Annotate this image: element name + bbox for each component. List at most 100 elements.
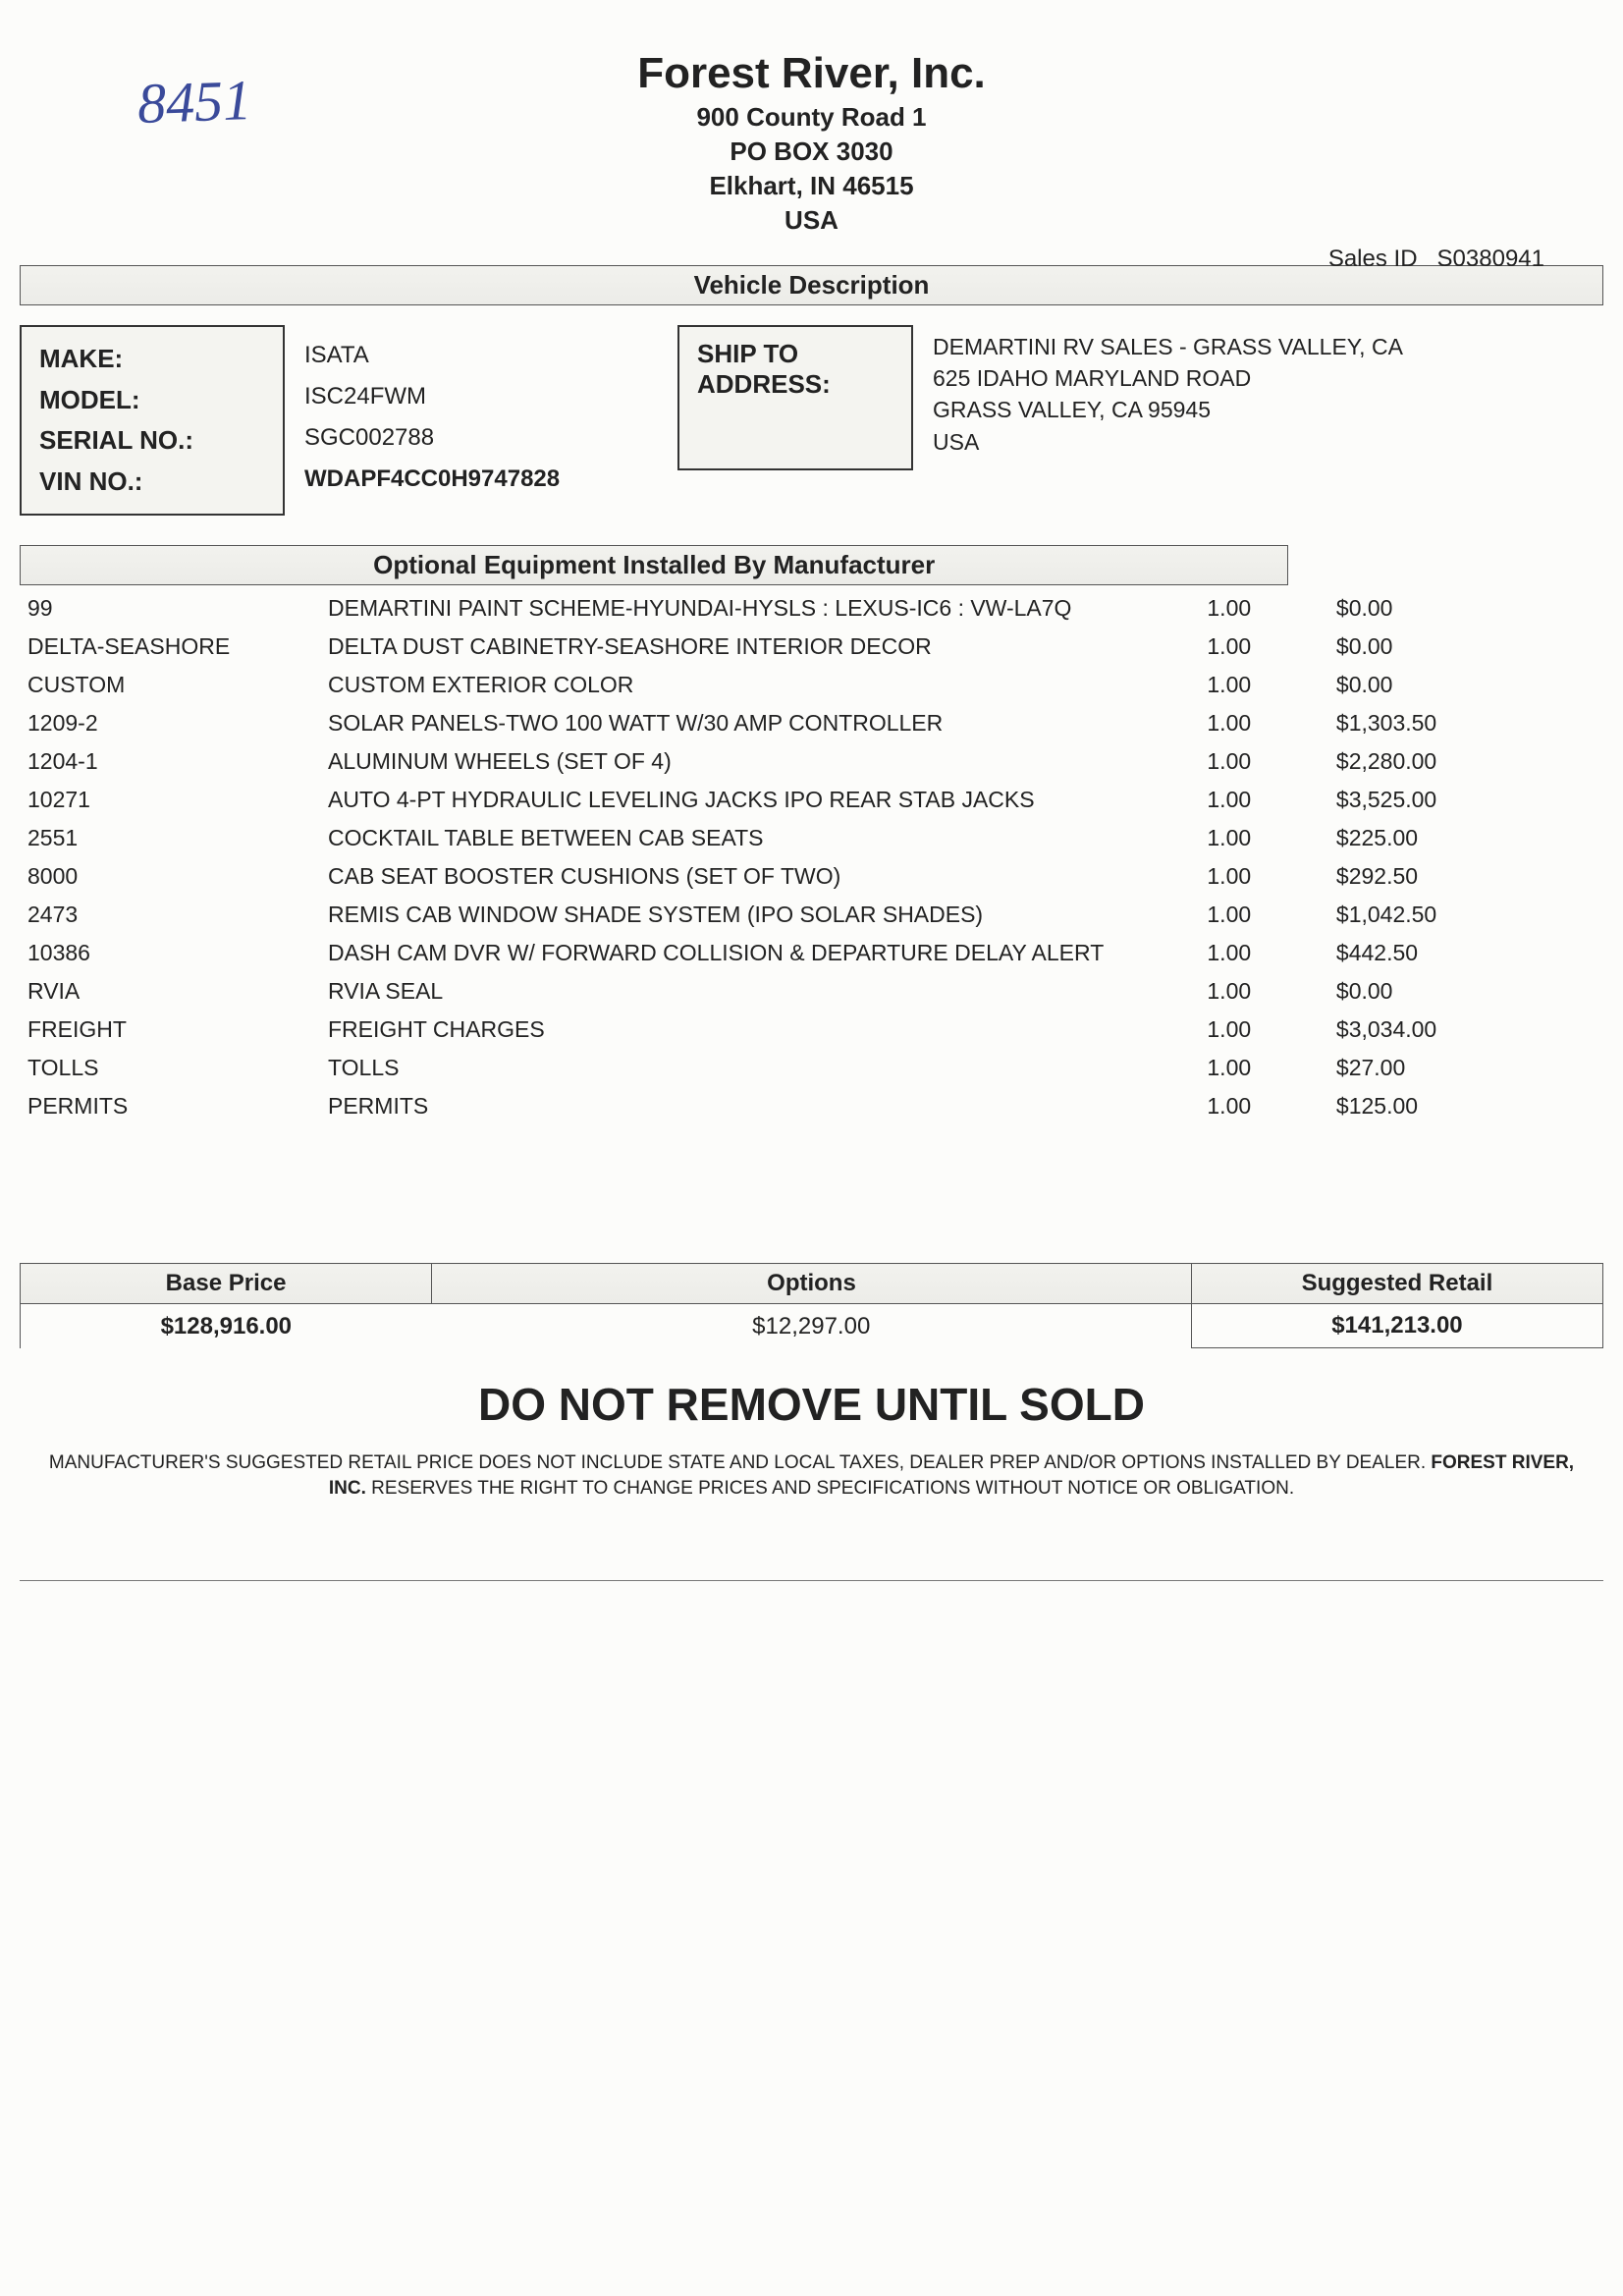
vehicle-labels: MAKE: MODEL: SERIAL NO.: VIN NO.: bbox=[20, 325, 285, 516]
option-desc: CUSTOM EXTERIOR COLOR bbox=[320, 666, 1130, 704]
option-price: $0.00 bbox=[1328, 666, 1603, 704]
options-table: 99DEMARTINI PAINT SCHEME-HYUNDAI-HYSLS :… bbox=[20, 589, 1603, 1125]
option-price: $292.50 bbox=[1328, 857, 1603, 896]
fineprint-1: MANUFACTURER'S SUGGESTED RETAIL PRICE DO… bbox=[49, 1452, 1432, 1473]
option-desc: DASH CAM DVR W/ FORWARD COLLISION & DEPA… bbox=[320, 934, 1130, 972]
fineprint-2: RESERVES THE RIGHT TO CHANGE PRICES AND … bbox=[371, 1478, 1294, 1499]
option-desc: REMIS CAB WINDOW SHADE SYSTEM (IPO SOLAR… bbox=[320, 896, 1130, 934]
value-vin: WDAPF4CC0H9747828 bbox=[304, 459, 658, 500]
label-model: MODEL: bbox=[39, 380, 265, 421]
option-desc: TOLLS bbox=[320, 1049, 1130, 1087]
totals-header-retail: Suggested Retail bbox=[1191, 1264, 1602, 1304]
option-qty: 1.00 bbox=[1130, 742, 1328, 781]
option-price: $3,034.00 bbox=[1328, 1011, 1603, 1049]
label-serial: SERIAL NO.: bbox=[39, 420, 265, 462]
option-code: 1204-1 bbox=[20, 742, 320, 781]
option-desc: RVIA SEAL bbox=[320, 972, 1130, 1011]
option-qty: 1.00 bbox=[1130, 1011, 1328, 1049]
option-price: $125.00 bbox=[1328, 1087, 1603, 1125]
option-desc: CAB SEAT BOOSTER CUSHIONS (SET OF TWO) bbox=[320, 857, 1130, 896]
table-row: 8000CAB SEAT BOOSTER CUSHIONS (SET OF TW… bbox=[20, 857, 1603, 896]
address-line-4: USA bbox=[20, 205, 1603, 236]
totals-header-base: Base Price bbox=[21, 1264, 432, 1304]
fine-print: MANUFACTURER'S SUGGESTED RETAIL PRICE DO… bbox=[20, 1450, 1603, 1501]
option-code: DELTA-SEASHORE bbox=[20, 628, 320, 666]
handwritten-note: 8451 bbox=[136, 67, 252, 137]
address-line-2: PO BOX 3030 bbox=[20, 137, 1603, 167]
value-serial: SGC002788 bbox=[304, 417, 658, 459]
label-make: MAKE: bbox=[39, 339, 265, 380]
option-qty: 1.00 bbox=[1130, 819, 1328, 857]
option-price: $0.00 bbox=[1328, 628, 1603, 666]
option-qty: 1.00 bbox=[1130, 666, 1328, 704]
ship-to-label: SHIP TO ADDRESS: bbox=[677, 325, 913, 470]
option-qty: 1.00 bbox=[1130, 972, 1328, 1011]
table-row: RVIARVIA SEAL1.00$0.00 bbox=[20, 972, 1603, 1011]
option-code: 2473 bbox=[20, 896, 320, 934]
warning-text: DO NOT REMOVE UNTIL SOLD bbox=[20, 1378, 1603, 1431]
table-row: CUSTOMCUSTOM EXTERIOR COLOR1.00$0.00 bbox=[20, 666, 1603, 704]
option-qty: 1.00 bbox=[1130, 781, 1328, 819]
option-code: FREIGHT bbox=[20, 1011, 320, 1049]
address-line-3: Elkhart, IN 46515 bbox=[20, 171, 1603, 201]
option-price: $1,303.50 bbox=[1328, 704, 1603, 742]
table-row: 99DEMARTINI PAINT SCHEME-HYUNDAI-HYSLS :… bbox=[20, 589, 1603, 628]
option-code: 99 bbox=[20, 589, 320, 628]
option-code: TOLLS bbox=[20, 1049, 320, 1087]
table-row: PERMITSPERMITS1.00$125.00 bbox=[20, 1087, 1603, 1125]
option-desc: COCKTAIL TABLE BETWEEN CAB SEATS bbox=[320, 819, 1130, 857]
ship-line-1: DEMARTINI RV SALES - GRASS VALLEY, CA bbox=[933, 331, 1603, 362]
option-desc: FREIGHT CHARGES bbox=[320, 1011, 1130, 1049]
table-row: 10386DASH CAM DVR W/ FORWARD COLLISION &… bbox=[20, 934, 1603, 972]
table-row: 1209-2SOLAR PANELS-TWO 100 WATT W/30 AMP… bbox=[20, 704, 1603, 742]
document-header: Forest River, Inc. 900 County Road 1 PO … bbox=[20, 49, 1603, 236]
bottom-rule bbox=[20, 1580, 1603, 1581]
option-desc: ALUMINUM WHEELS (SET OF 4) bbox=[320, 742, 1130, 781]
option-desc: DELTA DUST CABINETRY-SEASHORE INTERIOR D… bbox=[320, 628, 1130, 666]
option-qty: 1.00 bbox=[1130, 704, 1328, 742]
section-optional-equipment: Optional Equipment Installed By Manufact… bbox=[20, 545, 1288, 585]
value-make: ISATA bbox=[304, 335, 658, 376]
vehicle-values: ISATA ISC24FWM SGC002788 WDAPF4CC0H97478… bbox=[304, 325, 658, 500]
totals-table: Base Price Options Suggested Retail $128… bbox=[20, 1263, 1603, 1348]
option-qty: 1.00 bbox=[1130, 934, 1328, 972]
option-price: $0.00 bbox=[1328, 972, 1603, 1011]
option-code: PERMITS bbox=[20, 1087, 320, 1125]
option-qty: 1.00 bbox=[1130, 857, 1328, 896]
option-price: $2,280.00 bbox=[1328, 742, 1603, 781]
option-qty: 1.00 bbox=[1130, 628, 1328, 666]
table-row: FREIGHTFREIGHT CHARGES1.00$3,034.00 bbox=[20, 1011, 1603, 1049]
option-price: $27.00 bbox=[1328, 1049, 1603, 1087]
totals-header-options: Options bbox=[432, 1264, 1192, 1304]
ship-line-4: USA bbox=[933, 426, 1603, 458]
ship-to-address: DEMARTINI RV SALES - GRASS VALLEY, CA 62… bbox=[933, 325, 1603, 458]
option-qty: 1.00 bbox=[1130, 589, 1328, 628]
ship-line-3: GRASS VALLEY, CA 95945 bbox=[933, 394, 1603, 425]
option-desc: AUTO 4-PT HYDRAULIC LEVELING JACKS IPO R… bbox=[320, 781, 1130, 819]
option-code: 10271 bbox=[20, 781, 320, 819]
option-qty: 1.00 bbox=[1130, 896, 1328, 934]
option-price: $0.00 bbox=[1328, 589, 1603, 628]
option-price: $1,042.50 bbox=[1328, 896, 1603, 934]
value-model: ISC24FWM bbox=[304, 376, 658, 417]
option-code: 10386 bbox=[20, 934, 320, 972]
option-code: 8000 bbox=[20, 857, 320, 896]
table-row: TOLLSTOLLS1.00$27.00 bbox=[20, 1049, 1603, 1087]
sales-id-label: Sales ID bbox=[1328, 246, 1418, 272]
option-qty: 1.00 bbox=[1130, 1087, 1328, 1125]
table-row: 2551COCKTAIL TABLE BETWEEN CAB SEATS1.00… bbox=[20, 819, 1603, 857]
company-name: Forest River, Inc. bbox=[20, 49, 1603, 98]
option-code: 2551 bbox=[20, 819, 320, 857]
option-code: CUSTOM bbox=[20, 666, 320, 704]
option-price: $442.50 bbox=[1328, 934, 1603, 972]
option-price: $3,525.00 bbox=[1328, 781, 1603, 819]
ship-line-2: 625 IDAHO MARYLAND ROAD bbox=[933, 362, 1603, 394]
option-code: 1209-2 bbox=[20, 704, 320, 742]
option-desc: DEMARTINI PAINT SCHEME-HYUNDAI-HYSLS : L… bbox=[320, 589, 1130, 628]
table-row: 2473REMIS CAB WINDOW SHADE SYSTEM (IPO S… bbox=[20, 896, 1603, 934]
label-vin: VIN NO.: bbox=[39, 462, 265, 503]
table-row: 1204-1ALUMINUM WHEELS (SET OF 4)1.00$2,2… bbox=[20, 742, 1603, 781]
sales-id: Sales ID S0380941 bbox=[1328, 246, 1544, 273]
totals-base: $128,916.00 bbox=[21, 1304, 432, 1348]
option-qty: 1.00 bbox=[1130, 1049, 1328, 1087]
